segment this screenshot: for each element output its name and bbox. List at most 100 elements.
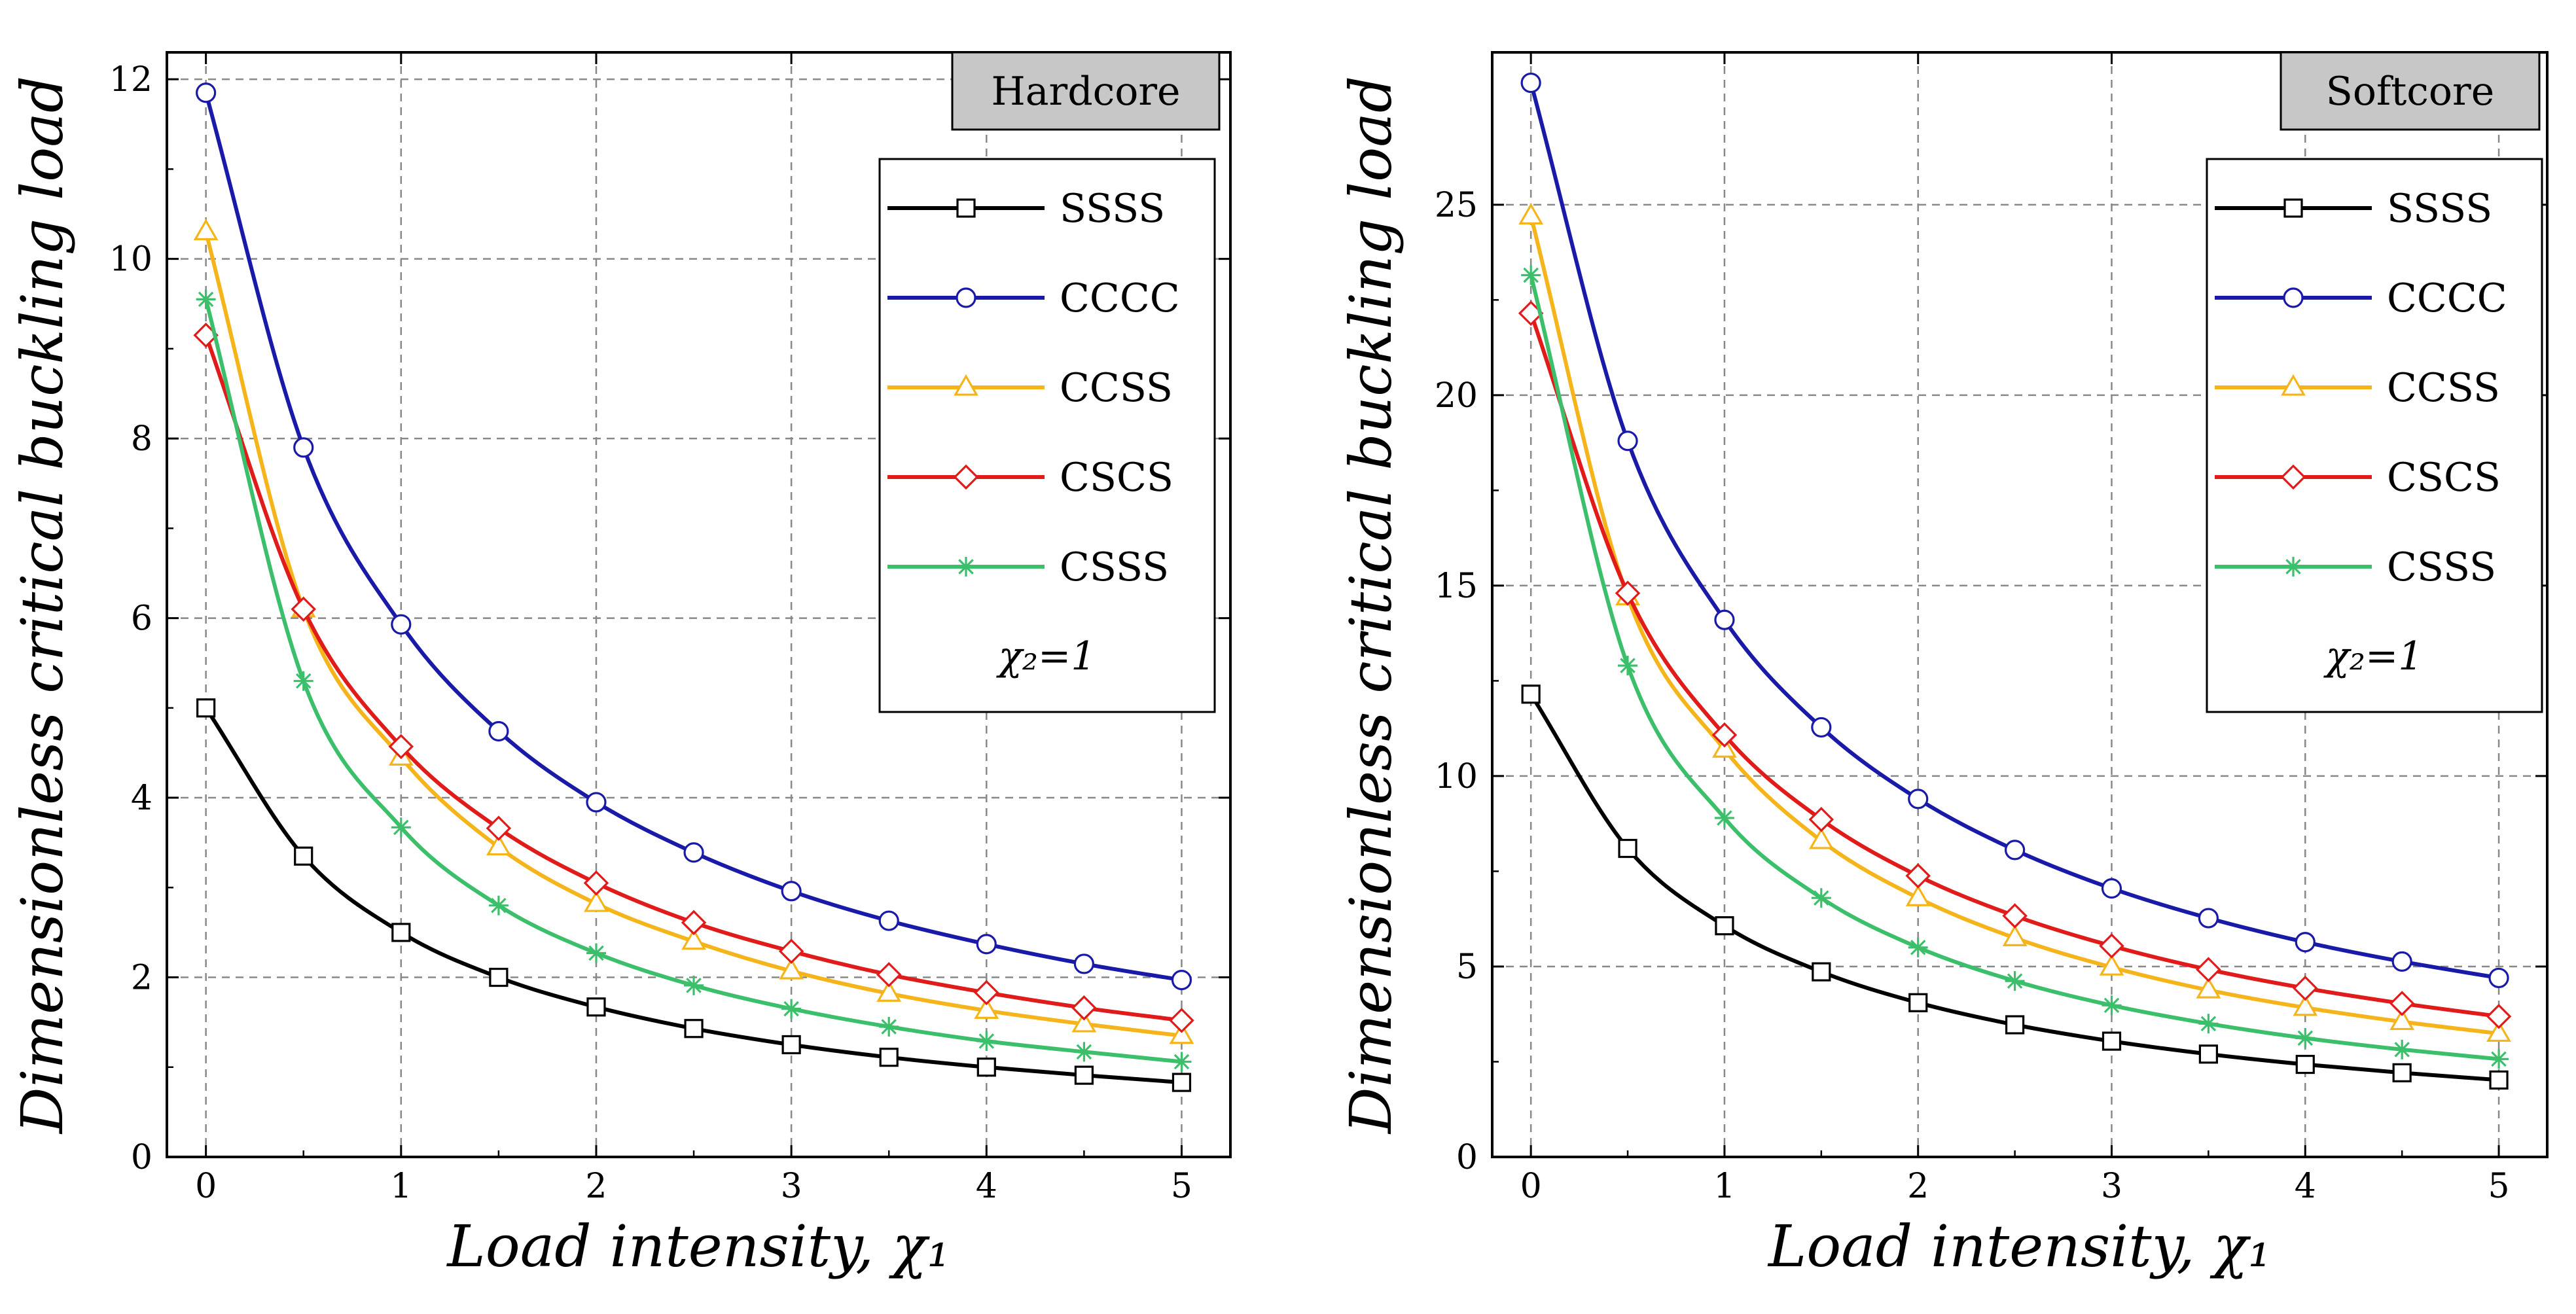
- data-point: [2293, 975, 2318, 1001]
- data-point: [1811, 888, 1831, 908]
- data-point: [293, 671, 313, 691]
- data-point: [2293, 994, 2318, 1016]
- series-cscs: [1518, 300, 2512, 1029]
- data-point: [2099, 953, 2124, 976]
- data-point: [2489, 1049, 2509, 1069]
- x-tick-label: 3: [2101, 1167, 2122, 1206]
- data-point: [196, 82, 217, 103]
- legend-label: CSSS: [1060, 544, 1169, 590]
- data-point: [1172, 1073, 1192, 1092]
- data-point: [1711, 722, 1738, 748]
- data-point: [1172, 1052, 1192, 1072]
- y-tick-label: 10: [1435, 757, 1478, 796]
- data-point: [2391, 951, 2412, 972]
- data-point: [1812, 962, 1831, 982]
- data-point: [2196, 976, 2221, 999]
- legend-annotation: χ₂=1: [996, 633, 1096, 679]
- legend-item-ccss: CCSS: [2215, 365, 2500, 411]
- data-point: [1618, 838, 1637, 859]
- data-point: [291, 596, 316, 622]
- data-point: [2102, 1031, 2122, 1051]
- series-cscs: [193, 323, 1194, 1033]
- data-point: [681, 928, 706, 950]
- data-point: [876, 962, 902, 987]
- data-point: [2002, 925, 2028, 946]
- panel-tag: Softcore: [2280, 51, 2541, 131]
- data-point: [2099, 933, 2124, 959]
- legend-item-cscs: CSCS: [887, 455, 1173, 501]
- data-point: [976, 1031, 997, 1051]
- panel-tag: Hardcore: [951, 51, 1221, 131]
- data-point: [974, 997, 999, 1019]
- data-point: [488, 720, 509, 742]
- data-point: [878, 910, 899, 931]
- data-point: [1521, 265, 1541, 285]
- data-point: [193, 219, 219, 241]
- data-point: [879, 1017, 899, 1037]
- data-point: [1521, 684, 1541, 704]
- legend-marker: [956, 557, 976, 577]
- legend-marker: [956, 287, 976, 308]
- data-point: [584, 890, 609, 912]
- legend-marker: [2281, 374, 2306, 396]
- legend-marker: [2280, 464, 2306, 490]
- legend-marker: [953, 464, 979, 490]
- x-tick-label: 2: [1907, 1167, 1929, 1206]
- data-point: [391, 614, 412, 635]
- legend-marker: [2283, 557, 2303, 577]
- legend-item-cccc: CCCC: [2215, 275, 2507, 321]
- data-point: [1520, 72, 1541, 94]
- data-point: [1071, 1010, 1097, 1033]
- data-point: [2198, 1014, 2219, 1034]
- data-point: [294, 846, 313, 866]
- legend-item-ccss: CCSS: [887, 365, 1173, 411]
- data-point: [2295, 932, 2316, 953]
- data-point: [1071, 995, 1097, 1021]
- legend-box: [878, 158, 1216, 713]
- series-line-ssss: [1529, 693, 2499, 1082]
- legend-item-csss: CSSS: [887, 544, 1169, 590]
- legend-label: SSSS: [2387, 186, 2492, 232]
- y-tick-label: 5: [1456, 948, 1478, 987]
- panel-tag-label: Hardcore: [991, 69, 1180, 115]
- series-ssss: [1521, 684, 2509, 1090]
- data-point: [976, 1057, 996, 1077]
- legend-item-ssss: SSSS: [2215, 186, 2492, 232]
- data-point: [1808, 827, 1834, 849]
- data-point: [781, 881, 802, 902]
- y-tick-label: 2: [131, 959, 152, 998]
- data-point: [2002, 903, 2028, 929]
- legend-annotation: χ₂=1: [2323, 633, 2424, 679]
- data-point: [486, 834, 511, 856]
- x-tick-label: 5: [1171, 1167, 1192, 1206]
- x-axis-title: Load intensity, χ₁: [446, 1213, 950, 1280]
- data-point: [1908, 993, 1928, 1012]
- data-point: [2102, 995, 2122, 1016]
- panel-tag-box: [951, 51, 1221, 131]
- y-tick-label: 25: [1435, 186, 1478, 225]
- data-point: [1169, 1008, 1194, 1033]
- y-axis-title: Dimensionless critical buckling load: [1337, 76, 1404, 1135]
- data-point: [586, 943, 606, 963]
- data-point: [2389, 991, 2415, 1016]
- legend: SSSS CCCC CCSS CSCS CSSS χ₂=1: [878, 158, 1216, 713]
- x-tick-label: 0: [1520, 1167, 1542, 1206]
- y-tick-label: 20: [1435, 376, 1478, 416]
- plot-frame: [1491, 51, 2549, 1158]
- y-tick-label: 15: [1435, 567, 1478, 606]
- data-point: [489, 967, 509, 987]
- data-point: [879, 1048, 899, 1067]
- data-point: [1811, 717, 1832, 738]
- data-point: [1617, 431, 1638, 452]
- legend-item-cccc: CCCC: [887, 275, 1180, 321]
- data-point: [2486, 1003, 2512, 1029]
- series-cccc: [196, 82, 1192, 991]
- y-tick-label: 12: [109, 60, 152, 99]
- data-point: [2196, 957, 2221, 982]
- x-tick-label: 5: [2488, 1167, 2510, 1206]
- y-axis-title: Dimensionless critical buckling load: [9, 76, 76, 1135]
- legend-marker: [956, 198, 976, 218]
- data-point: [1171, 970, 1192, 991]
- data-point: [1074, 1065, 1094, 1085]
